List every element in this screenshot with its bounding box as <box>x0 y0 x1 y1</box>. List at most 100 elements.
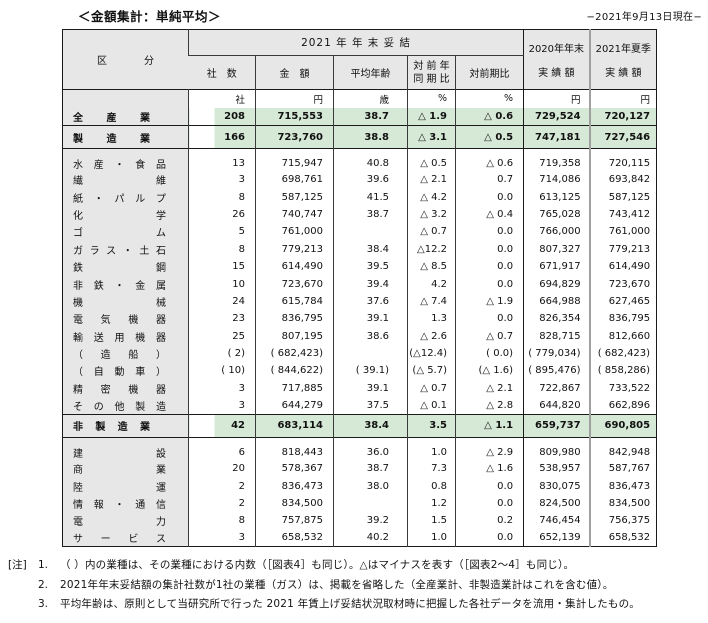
avg-age-cell: 37.5 <box>333 397 408 415</box>
actual-2020-cell: 538,957 <box>523 459 590 478</box>
actual-2020-cell: 747,181 <box>523 125 590 149</box>
yoy-cell: (△ 5.7) <box>407 362 456 380</box>
table-row: 鉄鋼 15 614,490 39.5 △ 8.5 0.0 671,917 614,490 <box>62 257 657 276</box>
table-row: 非製造業 42 683,114 38.4 3.5 △ 1.1 659,737 690,805 <box>62 414 657 438</box>
avg-age-cell <box>333 223 408 241</box>
avg-age-cell: 39.5 <box>333 257 408 276</box>
avg-age-cell: 38.8 <box>333 125 408 149</box>
actual-2020-cell: 719,358 <box>523 148 590 171</box>
category-label: 紙・パルプ <box>73 193 166 205</box>
unit-vs-prev: % <box>454 89 524 108</box>
table-row: その他製造 3 644,279 37.5 △ 0.1 △ 2.8 644,820 662,89… <box>62 397 657 415</box>
actual-2021-summer-cell: ( 682,423) <box>588 344 657 363</box>
amount-cell: 723,760 <box>255 125 334 149</box>
column-header-category: 区分 <box>62 29 189 90</box>
amount-cell: ( 844,622) <box>255 362 334 380</box>
actual-2020-cell: 729,524 <box>523 107 590 126</box>
category-cell: ガラス・土石 <box>62 240 189 258</box>
companies-cell: 3 <box>188 171 256 189</box>
companies-cell: 166 <box>188 125 256 149</box>
yoy-cell: 4.2 <box>407 275 456 293</box>
table-row: 建設 6 818,443 36.0 1.0 △ 2.9 809,980 842,948 <box>62 437 657 460</box>
yoy-cell: △ 2.6 <box>407 327 456 345</box>
category-cell: （自動車） <box>62 362 189 380</box>
category-cell: ゴム <box>62 223 189 241</box>
category-cell: 精密機器 <box>62 379 189 398</box>
actual-2021-summer-cell: 727,546 <box>588 125 657 149</box>
actual-2020-cell: 652,139 <box>523 529 590 547</box>
actual-2020-cell: 809,980 <box>523 437 590 460</box>
actual-2021-summer-cell: 662,896 <box>588 397 657 415</box>
vs-prev-cell: △ 0.4 <box>454 205 524 224</box>
actual-2021-summer-cell: 690,805 <box>588 414 657 438</box>
companies-cell: 2 <box>188 494 256 513</box>
actual-2020-cell: 644,820 <box>523 397 590 415</box>
actual-2021-summer-cell: 743,412 <box>588 205 657 224</box>
avg-age-cell: 41.5 <box>333 188 408 206</box>
actual-2021-summer-cell: 812,660 <box>588 327 657 345</box>
unit-2021-summer: 円 <box>588 89 657 108</box>
avg-age-cell <box>333 494 408 513</box>
amount-cell: 698,761 <box>255 171 334 189</box>
amount-cell: 715,947 <box>255 148 334 171</box>
category-label: 電気機器 <box>73 315 166 327</box>
category-label: その他製造 <box>73 402 166 414</box>
yoy-cell: △ 0.7 <box>407 223 456 241</box>
section-manufacturing-total: 製造業 166 723,760 38.8 △ 3.1 △ 0.5 747,181 727,54… <box>62 125 657 149</box>
table-row: 陸運 2 836,473 38.0 0.8 0.0 830,075 836,473 <box>62 477 657 495</box>
category-cell: その他製造 <box>62 397 189 415</box>
amount-cell: 658,532 <box>255 529 334 547</box>
actual-2021-summer-cell: 834,500 <box>588 494 657 513</box>
actual-2021-summer-cell: 720,115 <box>588 148 657 171</box>
companies-cell: ( 2) <box>188 344 256 363</box>
actual-2020-cell: 828,715 <box>523 327 590 345</box>
unit-age: 歳 <box>333 89 408 108</box>
category-cell: 全産業 <box>62 107 189 126</box>
table-row: ガラス・土石 8 779,213 38.4 △12.2 0.0 807,327 779,213 <box>62 240 657 258</box>
category-label: 鉄鋼 <box>73 263 166 275</box>
yoy-cell: △ 4.2 <box>407 188 456 206</box>
avg-age-cell: 39.1 <box>333 310 408 328</box>
table-row: 紙・パルプ 8 587,125 41.5 △ 4.2 0.0 613,125 587,125 <box>62 188 657 206</box>
section-all-industries: 社 円 歳 % % 円 円 全産業 208 715,553 38.7 △ 1.9 △ 0.… <box>62 89 657 126</box>
category-cell: 情報・通信 <box>62 494 189 513</box>
unit-row: 社 円 歳 % % 円 円 <box>62 89 657 108</box>
companies-cell: 8 <box>188 240 256 258</box>
column-header-avg-age: 平均年齢 <box>333 55 408 90</box>
yoy-cell: △ 2.1 <box>407 171 456 189</box>
table-row: 情報・通信 2 834,500 1.2 0.0 824,500 834,500 <box>62 494 657 513</box>
actual-2021-summer-cell: 761,000 <box>588 223 657 241</box>
section-nonmanufacturing-total: 非製造業 42 683,114 38.4 3.5 △ 1.1 659,737 690,805 <box>62 414 657 438</box>
amount-cell: 587,125 <box>255 188 334 206</box>
actual-2021-summer-cell: 842,948 <box>588 437 657 460</box>
actual-2021-summer-cell: 587,125 <box>588 188 657 206</box>
yoy-cell: △ 0.5 <box>407 148 456 171</box>
vs-prev-cell: △ 2.8 <box>454 397 524 415</box>
vs-prev-cell: 0.0 <box>454 223 524 241</box>
vs-prev-cell: △ 0.7 <box>454 327 524 345</box>
vs-prev-cell: 0.0 <box>454 529 524 547</box>
yoy-cell: △ 3.1 <box>407 125 456 149</box>
actual-2020-cell: 613,125 <box>523 188 590 206</box>
vs-prev-cell: △ 1.1 <box>454 414 524 438</box>
actual-2020-cell: 671,917 <box>523 257 590 276</box>
vs-prev-cell: 0.7 <box>454 171 524 189</box>
category-label: 製造業 <box>73 133 150 145</box>
yoy-cell: 1.2 <box>407 494 456 513</box>
category-cell: サービス <box>62 529 189 547</box>
category-label: 非製造業 <box>73 422 150 434</box>
table-row: 精密機器 3 717,885 39.1 △ 0.7 △ 2.1 722,867 733,522 <box>62 379 657 398</box>
vs-prev-cell: △ 0.6 <box>454 148 524 171</box>
companies-cell: 15 <box>188 257 256 276</box>
column-header-yoy: 対 前 年同 期 比 <box>407 55 456 90</box>
actual-2020-cell: ( 895,476) <box>523 362 590 380</box>
actual-2021-summer-cell: 733,522 <box>588 379 657 398</box>
yoy-cell: △ 1.9 <box>407 107 456 126</box>
yoy-cell: 1.5 <box>407 512 456 530</box>
doc-header: ＜金額集計：単純平均＞ −2021年9月13日現在− <box>0 0 708 25</box>
amount-cell: 807,195 <box>255 327 334 345</box>
avg-age-cell: ( 39.1) <box>333 362 408 380</box>
column-header-amount: 金 額 <box>255 55 334 90</box>
companies-cell: 6 <box>188 437 256 460</box>
unit-yoy: % <box>407 89 456 108</box>
